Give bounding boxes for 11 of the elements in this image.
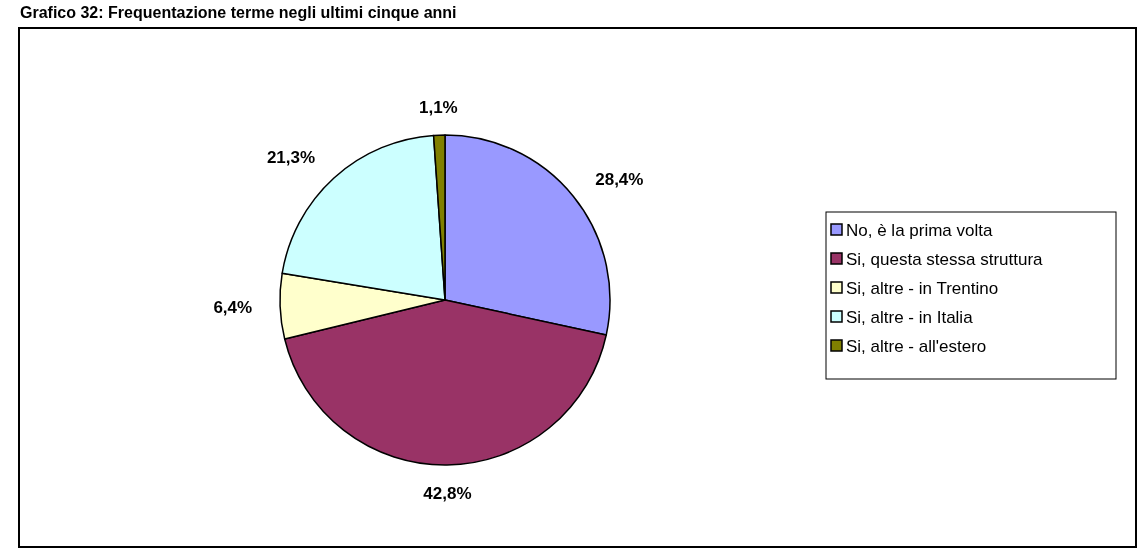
legend-label: Si, questa stessa struttura <box>846 249 1044 269</box>
legend-label: No, è la prima volta <box>846 220 993 240</box>
data-label: 21,3% <box>266 148 316 168</box>
data-label: 6,4% <box>213 298 253 318</box>
chart-title: Grafico 32: Frequentazione terme negli ultimi cinque anni <box>20 3 457 21</box>
data-label: 1,1% <box>418 98 458 118</box>
legend-label: Si, altre - in Italia <box>846 307 974 327</box>
data-label: 28,4% <box>595 169 644 189</box>
data-label: 42,8% <box>423 483 472 503</box>
legend-label: Si, altre - in Trentino <box>846 278 999 298</box>
legend-label: Si, altre - all'estero <box>846 336 987 356</box>
